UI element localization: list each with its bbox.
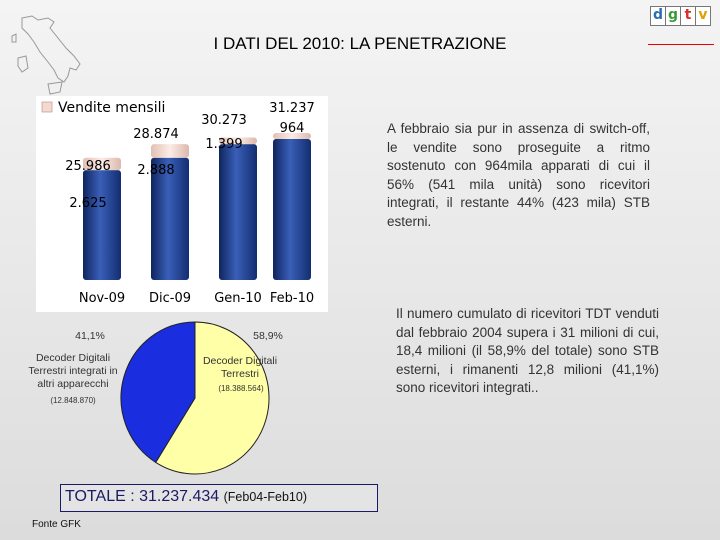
x-tick-label: Dic-09: [149, 291, 191, 306]
bar-monthly: [219, 137, 257, 145]
source-note: Fonte GFK: [32, 519, 81, 530]
bar-cumulative: [273, 139, 311, 280]
total-data-label: 25.986: [65, 159, 111, 174]
pie-label-stb-count: (18.388.564): [218, 384, 264, 393]
paragraph-monthly-sales: A febbraio sia pur in assenza di switch-…: [387, 121, 650, 229]
x-tick-label: Gen-10: [214, 291, 262, 306]
bar-chart: Vendite mensili Nov-09 25.986 Dic-09 28.874 G…: [41, 100, 315, 306]
legend-label: Vendite mensili: [58, 100, 165, 116]
bar-chart-panel: Vendite mensili Nov-09 25.986 Dic-09 28.874 G…: [36, 96, 328, 312]
total-box: TOTALE : 31.237.434 (Feb04-Feb10): [60, 484, 378, 512]
paragraph-cumulative: Il numero cumulato di ricevitori TDT ven…: [396, 306, 659, 395]
logo-letter: d: [650, 6, 666, 26]
dgtv-logo: d g t v: [644, 2, 714, 44]
pie-label-integrated-count: (12.848.870): [50, 396, 96, 405]
x-tick-label: Nov-09: [79, 291, 125, 306]
italy-map-outline-icon: [11, 15, 81, 95]
monthly-data-label: 964: [280, 121, 305, 136]
bar-monthly: [151, 144, 189, 158]
logo-underline: [648, 44, 714, 45]
logo-letter: g: [665, 6, 681, 26]
pie-slice: [155, 321, 270, 475]
pie-label-integrated: Decoder Digitali Terrestri integrati in …: [28, 352, 118, 390]
pie-slice: [120, 321, 196, 464]
bar-monthly: [273, 133, 311, 140]
logo-letter: t: [680, 6, 696, 26]
total-period: (Feb04-Feb10): [223, 490, 307, 504]
pie-label-stb: Decoder Digitali Terrestri: [202, 355, 278, 380]
total-value: TOTALE : 31.237.434: [65, 488, 220, 505]
pie-label-stb-percent: 58,9%: [253, 330, 283, 342]
legend-swatch: [41, 101, 53, 113]
bar-cumulative: [151, 157, 189, 280]
bar-monthly: [83, 157, 121, 171]
bar-cumulative: [83, 170, 121, 280]
bar-cumulative: [219, 144, 257, 280]
total-data-label: 28.874: [133, 127, 179, 142]
page-title: I DATI DEL 2010: LA PENETRAZIONE: [213, 34, 507, 53]
pie-label-integrated-percent: 41,1%: [75, 330, 105, 342]
logo-letter: v: [695, 6, 711, 26]
total-data-label: 30.273: [201, 113, 247, 128]
x-tick-label: Feb-10: [270, 291, 314, 306]
monthly-data-label: 1.399: [205, 137, 242, 152]
monthly-data-label: 2.625: [69, 196, 106, 211]
monthly-data-label: 2.888: [137, 163, 174, 178]
total-data-label: 31.237: [269, 101, 315, 116]
pie-chart: [120, 321, 270, 475]
